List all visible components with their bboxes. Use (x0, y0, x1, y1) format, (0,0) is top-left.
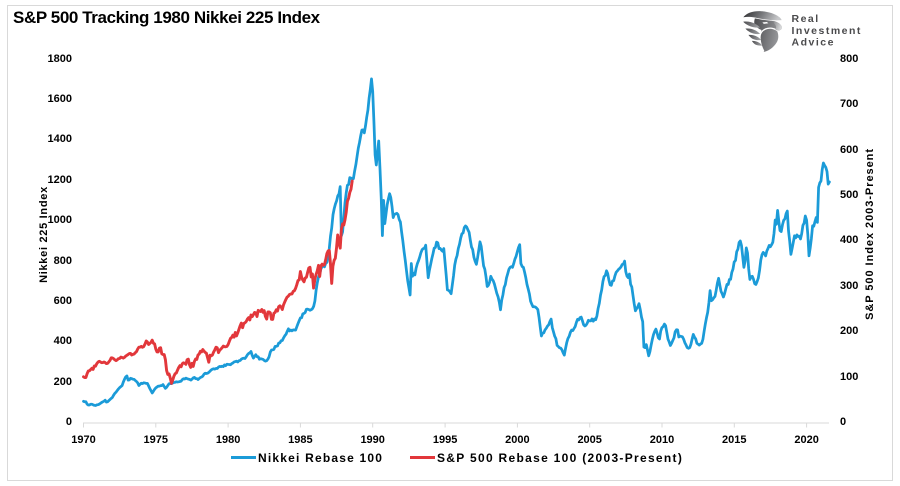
svg-text:S&P 500 Index 2003-Present: S&P 500 Index 2003-Present (864, 148, 876, 320)
svg-text:Real: Real (792, 13, 820, 25)
svg-text:Investment: Investment (792, 25, 862, 37)
svg-text:Advice: Advice (792, 37, 835, 49)
svg-text:Nikkei 225 Index: Nikkei 225 Index (38, 186, 50, 283)
